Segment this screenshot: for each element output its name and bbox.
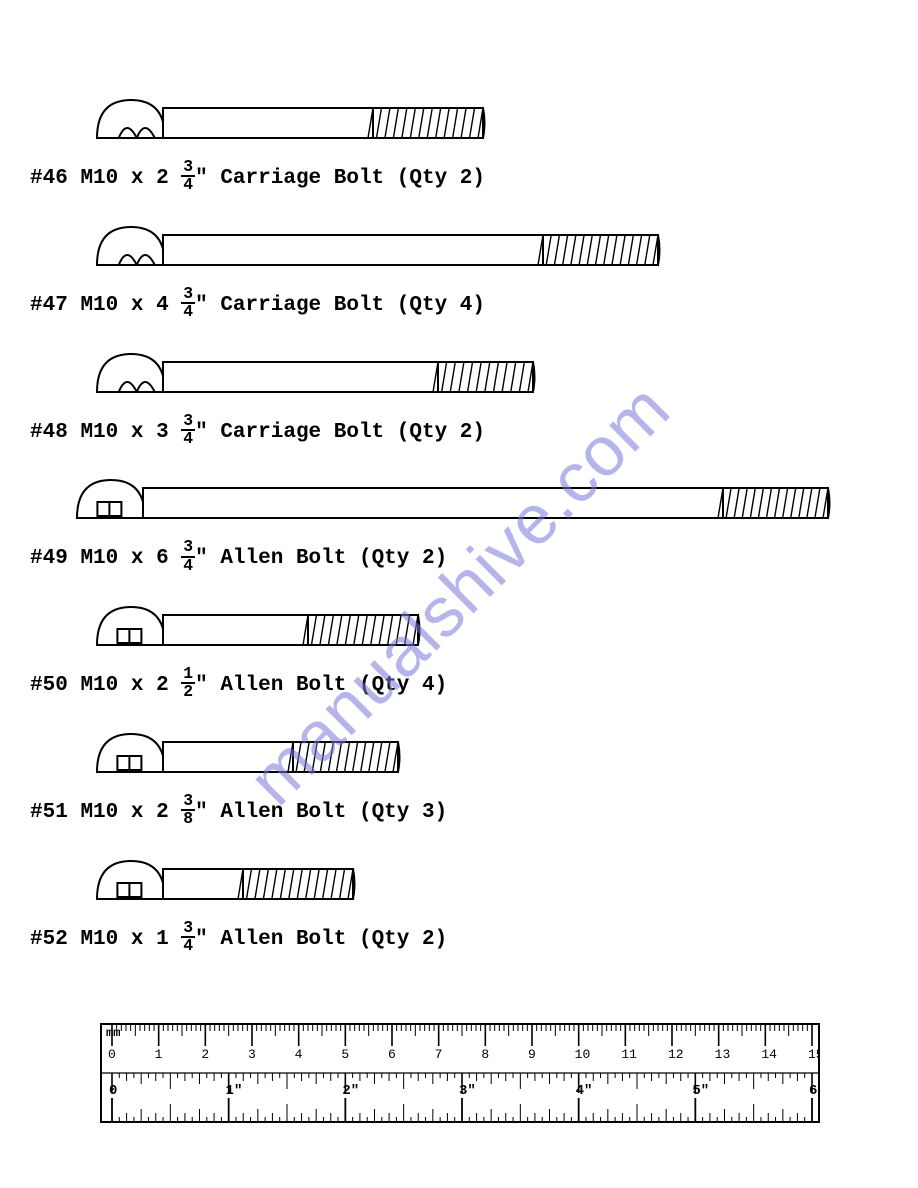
bolt-len-whole: 4 — [156, 294, 169, 317]
bolt-row — [95, 597, 918, 653]
bolt-len-whole: 2 — [156, 167, 169, 190]
bolt-number: 50 — [43, 674, 68, 697]
bolt-len-frac: 38 — [181, 793, 195, 828]
bolt-number: 51 — [43, 801, 68, 824]
svg-text:2: 2 — [201, 1047, 209, 1062]
bolt-len-whole: 2 — [156, 674, 169, 697]
bolt-row — [95, 344, 918, 400]
bolt-label: #47 M10 x 4 34" Carriage Bolt (Qty 4) — [30, 287, 918, 322]
bolt-qty: 3 — [422, 801, 435, 824]
bolt-len-frac: 34 — [181, 539, 195, 574]
bolt-len-whole: 1 — [156, 927, 169, 950]
bolt-size: M10 — [80, 801, 118, 824]
bolt-type: Carriage Bolt — [220, 167, 384, 190]
bolt-qty: 2 — [460, 420, 473, 443]
bolt-list: #46 M10 x 2 34" Carriage Bolt (Qty 2) #47… — [0, 90, 918, 955]
bolt-label: #51 M10 x 2 38" Allen Bolt (Qty 3) — [30, 794, 918, 829]
bolt-qty: 2 — [422, 547, 435, 570]
bolt-type: Carriage Bolt — [220, 294, 384, 317]
bolt-label: #46 M10 x 2 34" Carriage Bolt (Qty 2) — [30, 160, 918, 195]
bolt-qty: 2 — [460, 167, 473, 190]
bolt-label: #52 M10 x 1 34" Allen Bolt (Qty 2) — [30, 921, 918, 956]
bolt-len-whole: 6 — [156, 547, 169, 570]
svg-text:mm: mm — [106, 1026, 120, 1040]
bolt-qty: 4 — [460, 294, 473, 317]
svg-text:11: 11 — [621, 1047, 637, 1062]
svg-text:10: 10 — [575, 1047, 591, 1062]
bolt-qty: 4 — [422, 674, 435, 697]
bolt-row — [95, 851, 918, 907]
bolt-row — [95, 217, 918, 273]
svg-text:12: 12 — [668, 1047, 684, 1062]
bolt-label: #50 M10 x 2 12" Allen Bolt (Qty 4) — [30, 667, 918, 702]
bolt-type: Allen Bolt — [220, 674, 346, 697]
bolt-type: Allen Bolt — [220, 927, 346, 950]
svg-text:0: 0 — [108, 1047, 116, 1062]
bolt-row — [75, 470, 918, 526]
bolt-size: M10 — [80, 420, 118, 443]
bolt-size: M10 — [80, 167, 118, 190]
bolt-len-frac: 34 — [181, 413, 195, 448]
bolt-len-whole: 3 — [156, 420, 169, 443]
svg-text:0: 0 — [109, 1083, 117, 1099]
bolt-len-frac: 34 — [181, 159, 195, 194]
svg-text:4: 4 — [295, 1047, 303, 1062]
svg-text:14: 14 — [761, 1047, 777, 1062]
bolt-number: 49 — [43, 547, 68, 570]
bolt-label: #49 M10 x 6 34" Allen Bolt (Qty 2) — [30, 540, 918, 575]
svg-text:9: 9 — [528, 1047, 536, 1062]
svg-text:3: 3 — [248, 1047, 256, 1062]
bolt-number: 46 — [43, 167, 68, 190]
bolt-size: M10 — [80, 294, 118, 317]
bolt-row — [95, 724, 918, 780]
bolt-row — [95, 90, 918, 146]
ruler-svg: mm012345678910111213141501"2"3"4"5"6" — [100, 1018, 820, 1128]
bolt-len-whole: 2 — [156, 801, 169, 824]
page: manualshive.com #46 M10 x 2 34" Carriage… — [0, 0, 918, 1188]
svg-text:13: 13 — [715, 1047, 731, 1062]
svg-text:7: 7 — [435, 1047, 443, 1062]
bolt-size: M10 — [80, 674, 118, 697]
bolt-len-frac: 34 — [181, 286, 195, 321]
bolt-len-frac: 34 — [181, 920, 195, 955]
bolt-len-frac: 12 — [181, 666, 195, 701]
svg-text:5: 5 — [341, 1047, 349, 1062]
svg-text:8: 8 — [481, 1047, 489, 1062]
bolt-number: 47 — [43, 294, 68, 317]
svg-text:6": 6" — [809, 1083, 820, 1099]
bolt-size: M10 — [80, 547, 118, 570]
bolt-qty: 2 — [422, 927, 435, 950]
bolt-type: Carriage Bolt — [220, 420, 384, 443]
bolt-size: M10 — [80, 927, 118, 950]
bolt-label: #48 M10 x 3 34" Carriage Bolt (Qty 2) — [30, 414, 918, 449]
svg-text:1: 1 — [155, 1047, 163, 1062]
bolt-type: Allen Bolt — [220, 801, 346, 824]
ruler: mm012345678910111213141501"2"3"4"5"6" — [100, 1018, 820, 1128]
bolt-number: 48 — [43, 420, 68, 443]
bolt-type: Allen Bolt — [220, 547, 346, 570]
svg-text:6: 6 — [388, 1047, 396, 1062]
svg-text:15: 15 — [808, 1047, 820, 1062]
bolt-number: 52 — [43, 927, 68, 950]
